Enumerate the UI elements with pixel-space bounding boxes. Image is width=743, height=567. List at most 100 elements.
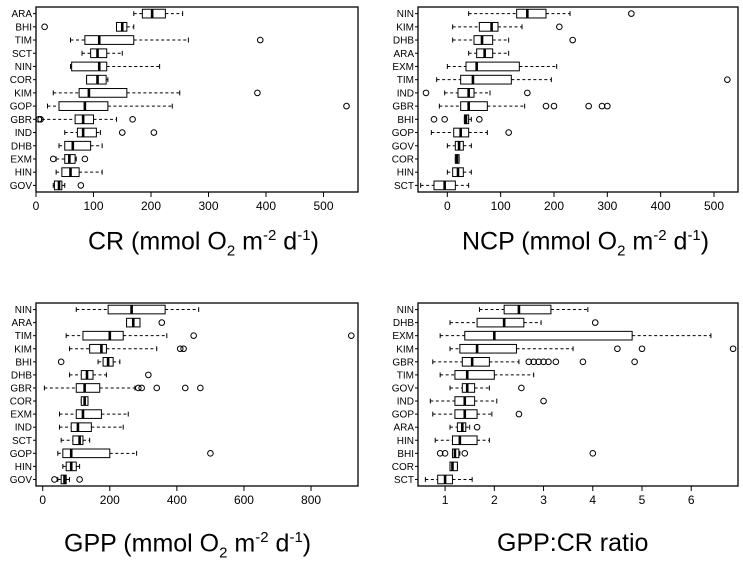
outlier-point: [158, 319, 166, 326]
outlier-point: [181, 384, 189, 392]
outlier-point: [37, 116, 44, 123]
box-sct: [60, 435, 91, 446]
x-title-mid2: d: [268, 529, 290, 558]
iqr-box: [460, 101, 488, 111]
x-title-sub: 2: [226, 242, 236, 260]
x-tick-label: 200: [544, 199, 564, 213]
category-label: GBR: [392, 102, 414, 113]
outlier-point: [598, 102, 606, 110]
x-title-main: NCP (mmol O: [462, 227, 618, 256]
x-title-sup2: -1: [289, 529, 303, 546]
outlier-point: [180, 345, 187, 353]
x-tick-label: 400: [651, 199, 671, 213]
box-cor: [86, 74, 109, 85]
box-tim: [439, 370, 535, 380]
outlier-point: [135, 384, 142, 392]
category-label: IND: [397, 397, 414, 408]
box-ind: [429, 396, 547, 406]
box-nin: [468, 8, 635, 19]
outlier-point: [729, 345, 737, 353]
box-ara: [468, 48, 510, 59]
x-tick-label: 400: [256, 199, 276, 213]
outlier-point: [51, 476, 58, 483]
outlier-point: [153, 384, 161, 392]
outlier-point: [150, 129, 158, 136]
outlier-point: [542, 102, 550, 110]
box-gov: [449, 383, 525, 393]
category-label: KIM: [396, 344, 414, 355]
outlier-point: [145, 371, 152, 379]
box-nin: [70, 61, 161, 72]
outlier-point: [197, 384, 204, 392]
box-gbr: [432, 357, 638, 367]
x-tick-label: 0: [33, 199, 40, 213]
x-title-sub: 2: [617, 242, 626, 260]
box-bhi: [57, 357, 121, 367]
category-label: SCT: [394, 181, 414, 192]
category-label: GOV: [392, 383, 415, 394]
category-label: BHI: [15, 22, 32, 33]
iqr-box: [70, 422, 92, 432]
outlier-point: [589, 450, 597, 457]
panel-3-x-axis-title: GPP (mmol O2 m-2 d-1): [64, 529, 311, 561]
category-label: EXM: [10, 154, 32, 165]
category-label: COR: [10, 75, 32, 86]
iqr-box: [457, 88, 475, 98]
outlier-point: [57, 358, 65, 366]
category-label: TIM: [397, 370, 414, 381]
category-label: TIM: [397, 75, 414, 86]
x-tick-label: 500: [313, 199, 333, 213]
iqr-box: [141, 8, 166, 19]
outlier-point: [604, 102, 611, 110]
iqr-box: [464, 330, 633, 341]
panel-1-x-axis-title: CR (mmol O2 m-2 d-1): [88, 227, 319, 259]
category-label: BHI: [397, 449, 414, 460]
box-exm: [49, 154, 89, 164]
category-label: IND: [397, 88, 414, 99]
box-hin: [434, 435, 490, 446]
box-sct: [81, 48, 123, 59]
category-label: KIM: [14, 344, 32, 355]
outlier-point: [138, 384, 145, 392]
outlier-point: [540, 397, 547, 405]
category-label: KIM: [14, 88, 32, 99]
iqr-box: [473, 35, 494, 45]
box-hin: [62, 461, 81, 472]
category-label: TIM: [15, 36, 32, 47]
x-tick-label: 5: [639, 493, 646, 507]
x-tick-label: 4: [589, 493, 596, 507]
x-title-end: ): [700, 227, 710, 256]
category-label: GOV: [10, 181, 33, 192]
outlier-point: [129, 116, 136, 123]
iqr-box: [76, 127, 97, 138]
box-dhb: [449, 317, 599, 328]
box-ara: [133, 8, 184, 19]
category-label: GBR: [10, 383, 32, 394]
box-sct: [424, 474, 473, 485]
x-tick-label: 200: [100, 493, 120, 507]
x-title-main: CR (mmol O: [88, 227, 227, 256]
box-ind: [58, 422, 124, 432]
iqr-box: [454, 370, 495, 380]
box-ind: [422, 88, 531, 98]
box-tim: [70, 35, 264, 45]
x-title-sup1: -2: [263, 227, 277, 244]
box-tim: [436, 74, 731, 85]
iqr-box: [478, 21, 499, 32]
category-label: EXM: [10, 410, 32, 421]
outlier-point: [347, 332, 355, 339]
category-label: GOP: [392, 410, 415, 421]
outlier-point: [585, 102, 592, 110]
iqr-box: [465, 61, 520, 72]
box-exm: [446, 61, 558, 72]
x-tick-label: 100: [491, 199, 511, 213]
box-cor: [80, 396, 89, 406]
plot-frame: [417, 302, 739, 487]
x-tick-label: 800: [301, 493, 321, 507]
category-label: SCT: [12, 49, 32, 60]
category-label: COR: [392, 154, 414, 165]
x-title-end: ): [310, 227, 319, 256]
x-title-mid1: m: [235, 227, 264, 256]
outlier-point: [118, 129, 126, 136]
